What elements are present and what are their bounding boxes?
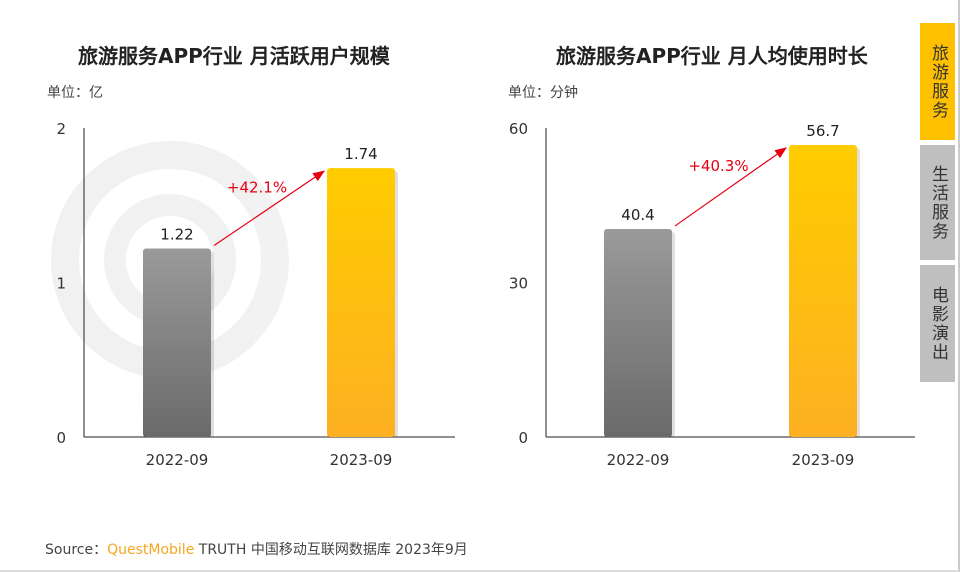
growth-arrow xyxy=(674,147,787,227)
unit-label-mau: 单位：亿 xyxy=(47,85,103,101)
bar-2022-09 xyxy=(143,248,211,437)
y-tick-label: 30 xyxy=(509,275,528,293)
bar-2022-09 xyxy=(604,228,672,437)
y-tick-label: 0 xyxy=(518,429,528,447)
data-label: 1.74 xyxy=(344,145,377,163)
chart-title-mau: 旅游服务APP行业 月活跃用户规模 xyxy=(78,44,390,68)
x-tick-label: 2022-09 xyxy=(146,451,209,469)
y-tick-label: 60 xyxy=(509,120,528,138)
growth-label: +40.3% xyxy=(688,157,748,175)
x-tick-label: 2023-09 xyxy=(330,451,393,469)
data-label: 56.7 xyxy=(806,122,839,140)
y-tick-label: 1 xyxy=(56,275,66,293)
chart-title-duration: 旅游服务APP行业 月人均使用时长 xyxy=(556,44,868,68)
y-tick-label: 2 xyxy=(56,120,66,138)
bar-2023-09 xyxy=(327,168,395,438)
data-label: 40.4 xyxy=(621,206,654,224)
source-rest: TRUTH 中国移动互联网数据库 2023年9月 xyxy=(194,542,468,558)
x-tick-label: 2022-09 xyxy=(607,451,670,469)
tab-movie-shows[interactable]: 电影演出 xyxy=(920,265,955,382)
unit-label-duration: 单位：分钟 xyxy=(508,85,578,101)
tab-life-services[interactable]: 生活服务 xyxy=(920,145,955,260)
growth-label: +42.1% xyxy=(227,178,287,196)
tab-travel-services[interactable]: 旅游服务 xyxy=(920,23,955,140)
source-brand: QuestMobile xyxy=(107,542,195,558)
x-tick-label: 2023-09 xyxy=(792,451,855,469)
data-label: 1.22 xyxy=(160,226,193,244)
bar-2023-09 xyxy=(789,144,857,437)
source-note: Source：QuestMobile TRUTH 中国移动互联网数据库 2023… xyxy=(45,539,468,559)
y-tick-label: 0 xyxy=(56,429,66,447)
growth-arrow xyxy=(213,170,325,247)
source-prefix: Source： xyxy=(45,542,108,558)
